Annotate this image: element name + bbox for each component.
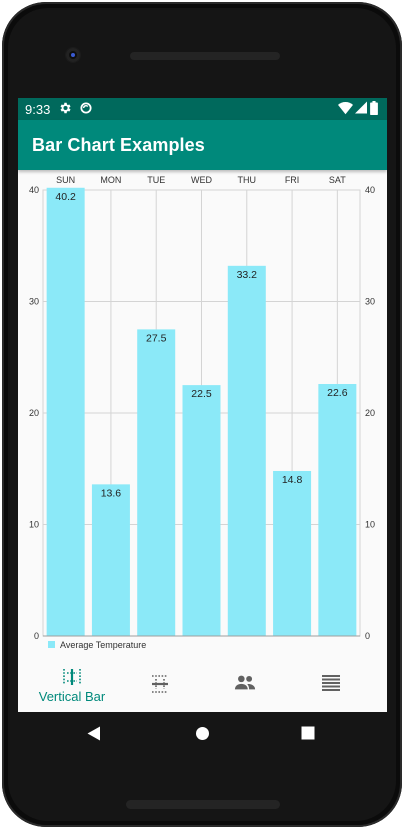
battery-icon bbox=[370, 101, 378, 115]
home-icon[interactable] bbox=[195, 726, 210, 741]
y-tick-label-right: 20 bbox=[365, 408, 375, 418]
nav-item-vertical-bar[interactable]: Vertical Bar bbox=[18, 660, 126, 712]
bar bbox=[91, 484, 130, 636]
earpiece-speaker bbox=[130, 52, 280, 60]
bar-chart: 0 0 10 10 20 20 30 30 40 40 SUN MON TUE WED THU FRI SAT 4… bbox=[18, 170, 387, 658]
app-bar: Bar Chart Examples bbox=[18, 120, 387, 170]
list-icon bbox=[322, 675, 340, 691]
vertical-bar-icon bbox=[63, 669, 81, 685]
x-tick-label: SAT bbox=[329, 175, 346, 185]
bottom-speaker bbox=[126, 800, 280, 809]
y-tick-label-left: 30 bbox=[29, 297, 39, 307]
nav-item-people[interactable] bbox=[222, 660, 314, 712]
system-navigation-bar bbox=[18, 712, 387, 754]
status-bar: 9:33 bbox=[18, 98, 387, 120]
bar bbox=[273, 470, 312, 636]
y-tick-label-left: 40 bbox=[29, 185, 39, 195]
nav-item-list[interactable] bbox=[304, 660, 387, 712]
bar-value-label: 14.8 bbox=[282, 474, 303, 486]
bar-value-label: 27.5 bbox=[146, 332, 167, 344]
nav-item-horizontal-bar[interactable] bbox=[140, 660, 232, 712]
bar bbox=[137, 329, 176, 636]
bar-value-label: 22.5 bbox=[191, 388, 212, 400]
bar-value-label: 22.6 bbox=[327, 387, 348, 399]
people-icon bbox=[234, 675, 256, 690]
y-tick-label-right: 0 bbox=[365, 631, 370, 641]
bar bbox=[318, 384, 357, 636]
bar bbox=[182, 385, 221, 636]
y-tick-label-left: 0 bbox=[34, 631, 39, 641]
bar bbox=[227, 265, 266, 636]
x-tick-label: MON bbox=[100, 175, 121, 185]
horizontal-bar-icon bbox=[152, 675, 168, 693]
wifi-icon bbox=[338, 102, 353, 115]
legend-label: Average Temperature bbox=[60, 640, 146, 650]
bar-value-label: 40.2 bbox=[55, 191, 76, 203]
bar-value-label: 33.2 bbox=[237, 269, 258, 281]
bottom-navigation: Vertical Bar bbox=[18, 660, 387, 712]
recents-icon[interactable] bbox=[301, 726, 315, 740]
y-tick-label-right: 10 bbox=[365, 520, 375, 530]
x-tick-label: SUN bbox=[56, 175, 75, 185]
signal-icon bbox=[355, 101, 367, 114]
x-tick-label: TUE bbox=[147, 175, 165, 185]
app-title: Bar Chart Examples bbox=[32, 135, 205, 155]
bar-chart-canvas: 0 0 10 10 20 20 30 30 40 40 SUN MON TUE WED THU FRI SAT 4… bbox=[29, 175, 375, 650]
bar-value-label: 13.6 bbox=[101, 487, 122, 499]
y-tick-label-right: 30 bbox=[365, 297, 375, 307]
sync-icon bbox=[80, 102, 92, 114]
app-screen: 9:33 Bar Chart Examples 0 0 10 10 20 20 30 30 40… bbox=[18, 98, 387, 712]
y-tick-label-left: 10 bbox=[29, 520, 39, 530]
status-time: 9:33 bbox=[25, 102, 51, 117]
nav-label-vertical-bar: Vertical Bar bbox=[38, 689, 106, 704]
back-icon[interactable] bbox=[87, 726, 101, 741]
bar bbox=[46, 187, 85, 636]
front-camera bbox=[66, 48, 80, 62]
y-tick-label-left: 20 bbox=[29, 408, 39, 418]
y-tick-label-right: 40 bbox=[365, 185, 375, 195]
legend-swatch bbox=[48, 641, 55, 648]
x-tick-label: WED bbox=[191, 175, 212, 185]
x-tick-label: THU bbox=[238, 175, 256, 185]
settings-icon bbox=[60, 102, 71, 114]
x-tick-label: FRI bbox=[285, 175, 300, 185]
